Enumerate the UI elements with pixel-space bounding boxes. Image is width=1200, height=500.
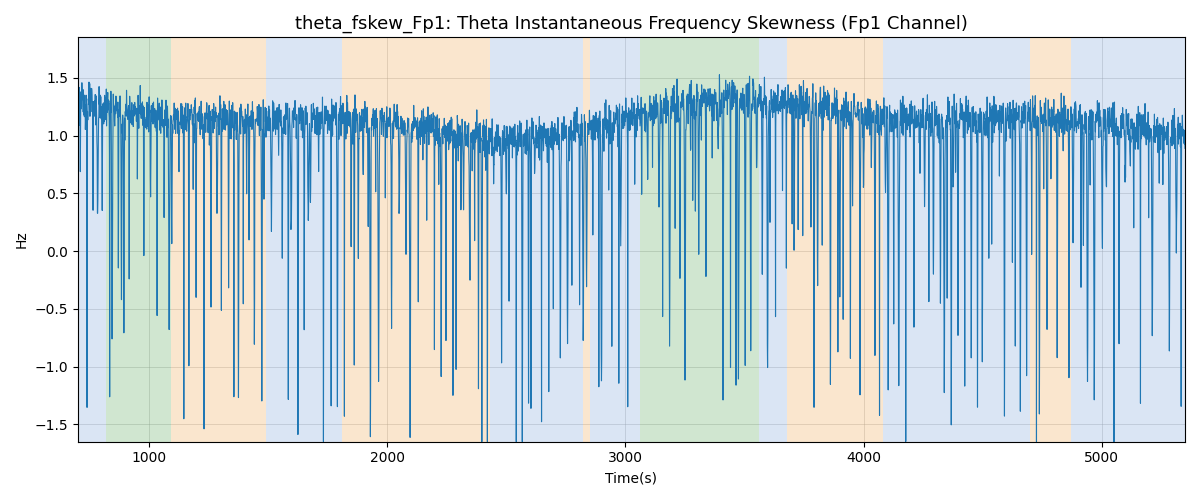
Bar [266, 38, 342, 442]
Bar [170, 38, 266, 442]
Bar [342, 38, 354, 442]
Bar [883, 38, 1031, 442]
Bar [787, 38, 883, 442]
Bar [1070, 38, 1186, 442]
Bar [107, 38, 170, 442]
Bar [758, 38, 787, 442]
X-axis label: Time(s): Time(s) [606, 471, 658, 485]
Title: theta_fskew_Fp1: Theta Instantaneous Frequency Skewness (Fp1 Channel): theta_fskew_Fp1: Theta Instantaneous Fre… [295, 15, 968, 34]
Bar [583, 38, 589, 442]
Bar [589, 38, 640, 442]
Bar [640, 38, 758, 442]
Bar [1031, 38, 1070, 442]
Y-axis label: Hz: Hz [14, 230, 29, 248]
Bar [354, 38, 490, 442]
Bar [490, 38, 583, 442]
Bar [78, 38, 107, 442]
